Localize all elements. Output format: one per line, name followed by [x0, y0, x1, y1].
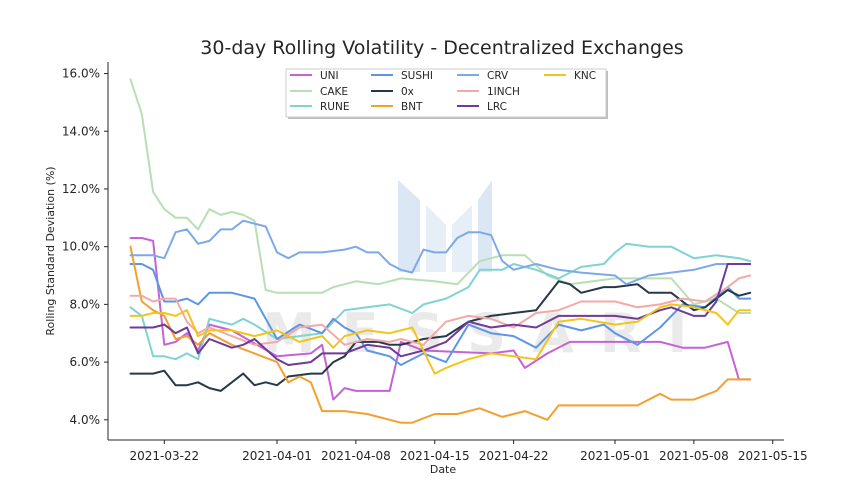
series-line-rune — [129, 242, 752, 361]
legend-item-bnt: BNT — [371, 101, 423, 113]
legend-item-sushi: SUSHI — [371, 70, 433, 82]
legend-item-rune: RUNE — [290, 101, 349, 113]
watermark-logo — [398, 180, 492, 272]
legend-item-0x: 0x — [371, 86, 414, 98]
legend-items: UNI CAKE RUNE SUSHI 0x BNT CRV 1INCH LRC KNC — [290, 70, 596, 113]
legend-box — [285, 68, 607, 118]
legend-label: 1INCH — [487, 86, 520, 98]
y-tick-label: 6.0% — [70, 355, 101, 369]
y-tick-label: 4.0% — [70, 413, 101, 427]
legend-item-lrc: LRC — [457, 101, 507, 113]
series-lines — [129, 78, 752, 424]
x-axis-label: Date — [430, 463, 457, 476]
series-line-bnt — [129, 245, 752, 424]
y-ticks: 4.0% 6.0% 8.0% 10.0% 12.0% 14.0% 16.0% — [62, 67, 108, 427]
x-tick-label: 2021-04-15 — [400, 449, 470, 463]
legend-label: CAKE — [320, 86, 348, 98]
legend-label: RUNE — [320, 101, 349, 113]
legend-label: SUSHI — [401, 70, 433, 82]
legend-label: UNI — [320, 70, 339, 82]
watermark-text: MESSARI — [262, 302, 713, 365]
series-line-0x — [129, 280, 752, 392]
y-tick-label: 16.0% — [62, 67, 100, 81]
legend-label: BNT — [401, 101, 423, 113]
series-line-uni — [129, 237, 752, 401]
series-line-cake — [129, 78, 752, 314]
x-tick-label: 2021-04-22 — [479, 449, 549, 463]
legend-label: CRV — [487, 70, 509, 82]
x-tick-label: 2021-04-01 — [242, 449, 312, 463]
legend-item-uni: UNI — [290, 70, 339, 82]
x-ticks: 2021-03-22 2021-04-01 2021-04-08 2021-04-15… — [129, 440, 808, 463]
x-tick-label: 2021-05-15 — [738, 449, 808, 463]
legend-item-cake: CAKE — [290, 86, 348, 98]
chart-title: 30-day Rolling Volatility - Decentralize… — [200, 37, 683, 59]
axes — [107, 62, 784, 441]
y-tick-label: 8.0% — [70, 297, 101, 311]
series-line-lrc — [129, 263, 752, 366]
series-line-crv — [129, 219, 752, 286]
y-tick-label: 14.0% — [62, 124, 100, 138]
legend-item-knc: KNC — [544, 70, 596, 82]
x-tick-label: 2021-05-08 — [659, 449, 729, 463]
y-tick-label: 12.0% — [62, 182, 100, 196]
legend: UNI CAKE RUNE SUSHI 0x BNT CRV 1INCH LRC KNC — [285, 68, 608, 119]
legend-label: KNC — [574, 70, 596, 82]
x-tick-label: 2021-03-22 — [129, 449, 199, 463]
y-tick-label: 10.0% — [62, 240, 100, 254]
series-line-sushi — [129, 263, 752, 366]
legend-label: 0x — [401, 86, 414, 98]
series-line-1inch — [129, 274, 752, 346]
y-axis-label: Rolling Standard Deviation (%) — [44, 166, 57, 335]
legend-label: LRC — [487, 101, 507, 113]
series-line-knc — [129, 303, 752, 375]
x-tick-label: 2021-05-01 — [580, 449, 650, 463]
x-tick-label: 2021-04-08 — [321, 449, 391, 463]
legend-item-1inch: 1INCH — [457, 86, 520, 98]
legend-item-crv: CRV — [457, 70, 509, 82]
